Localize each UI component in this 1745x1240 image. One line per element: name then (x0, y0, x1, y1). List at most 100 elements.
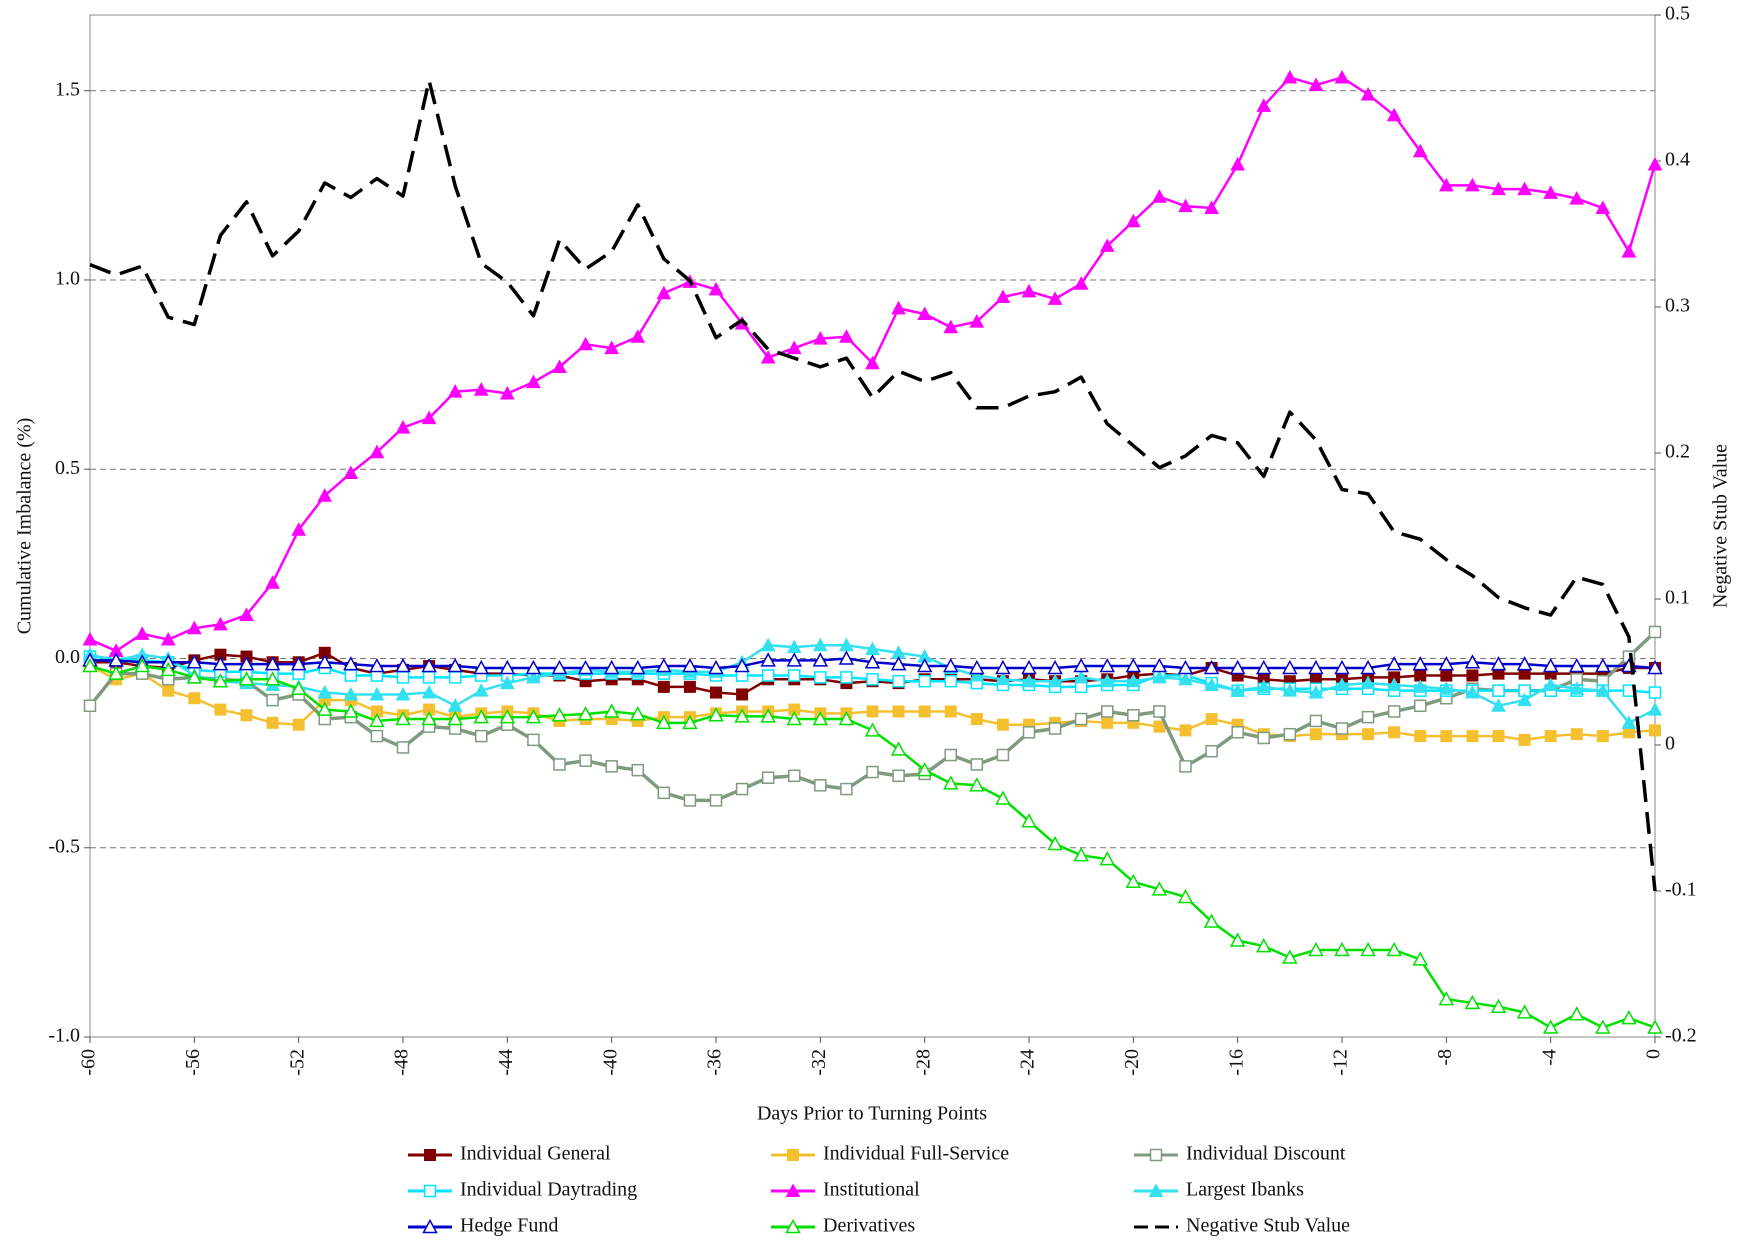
y-tick-label: -0.5 (48, 835, 80, 857)
marker (865, 355, 880, 370)
legend-label: Hedge Fund (460, 1215, 558, 1237)
marker (995, 659, 1011, 675)
marker (82, 632, 98, 646)
marker (186, 654, 203, 669)
marker (1153, 705, 1166, 718)
marker (369, 712, 385, 728)
marker (1151, 881, 1168, 896)
marker (1490, 656, 1507, 671)
marker (188, 692, 201, 705)
x-tick-label: -44 (495, 1049, 517, 1076)
y-tick-label: 0.0 (55, 646, 80, 668)
marker (1255, 659, 1272, 675)
marker (551, 707, 568, 722)
marker (683, 680, 696, 693)
legend-marker (1149, 1148, 1163, 1162)
marker (814, 671, 827, 684)
marker (916, 657, 933, 673)
marker (1647, 702, 1663, 716)
marker (1334, 69, 1350, 84)
marker (1412, 143, 1428, 158)
marker (1099, 238, 1115, 252)
y2-tick-label: 0 (1665, 733, 1675, 755)
x-tick-label: -40 (599, 1049, 621, 1076)
marker (838, 710, 855, 726)
marker (1177, 659, 1194, 675)
marker (186, 620, 202, 635)
marker (839, 329, 854, 343)
marker (708, 707, 724, 722)
marker (1021, 813, 1037, 828)
marker (1360, 659, 1376, 675)
marker (1386, 107, 1402, 122)
marker (656, 657, 672, 673)
marker (264, 656, 281, 671)
marker (266, 716, 279, 729)
marker (761, 771, 775, 784)
marker (1178, 671, 1193, 686)
marker (396, 741, 410, 754)
marker (448, 671, 462, 684)
marker (1414, 730, 1427, 743)
marker (1542, 657, 1559, 673)
y2-axis-title: Negative Stub Value (1710, 444, 1732, 608)
marker (1596, 730, 1609, 743)
marker (527, 733, 540, 747)
marker (1101, 716, 1114, 729)
y2-tick-label: 0.5 (1665, 3, 1690, 25)
marker (708, 659, 724, 675)
marker (1179, 724, 1192, 737)
marker (1229, 659, 1246, 675)
marker (238, 671, 255, 686)
marker (1204, 200, 1219, 215)
marker (447, 710, 463, 726)
x-tick-label: -12 (1330, 1049, 1352, 1076)
marker (421, 684, 437, 699)
marker (1177, 888, 1194, 904)
marker (82, 657, 98, 673)
legend-marker (1148, 1183, 1164, 1197)
marker (969, 659, 985, 675)
marker (134, 626, 150, 640)
y-tick-label: 1.5 (55, 78, 80, 100)
marker (1047, 291, 1063, 305)
y-tick-label: 0.5 (55, 457, 80, 479)
marker (473, 382, 489, 396)
marker (1440, 669, 1453, 682)
marker (1649, 724, 1661, 737)
marker (1518, 733, 1531, 746)
marker (1308, 941, 1324, 957)
marker (577, 659, 594, 675)
legend-marker (423, 1184, 437, 1198)
marker (1595, 200, 1611, 215)
marker (1152, 189, 1167, 203)
marker (1127, 709, 1140, 722)
marker (1283, 727, 1297, 741)
marker (1152, 669, 1167, 684)
marker (734, 657, 750, 673)
marker (736, 688, 749, 701)
legend-label: Individual Full-Service (823, 1143, 1009, 1165)
marker (840, 671, 853, 684)
legend-label: Negative Stub Value (1186, 1215, 1350, 1237)
marker (604, 340, 620, 355)
marker (944, 674, 957, 688)
y2-tick-label: 0.1 (1665, 587, 1690, 609)
marker (1257, 731, 1270, 745)
marker (1647, 659, 1663, 675)
marker (1621, 715, 1637, 729)
marker (1386, 677, 1402, 691)
marker (918, 674, 931, 688)
x-tick-label: -16 (1225, 1049, 1247, 1076)
marker (1099, 673, 1115, 688)
marker (995, 289, 1011, 303)
marker (290, 680, 307, 696)
marker (343, 686, 359, 701)
marker (343, 656, 359, 671)
marker (526, 669, 541, 684)
marker (969, 777, 985, 792)
legend-label: Derivatives (823, 1215, 915, 1237)
marker (395, 686, 411, 701)
marker (265, 575, 280, 589)
